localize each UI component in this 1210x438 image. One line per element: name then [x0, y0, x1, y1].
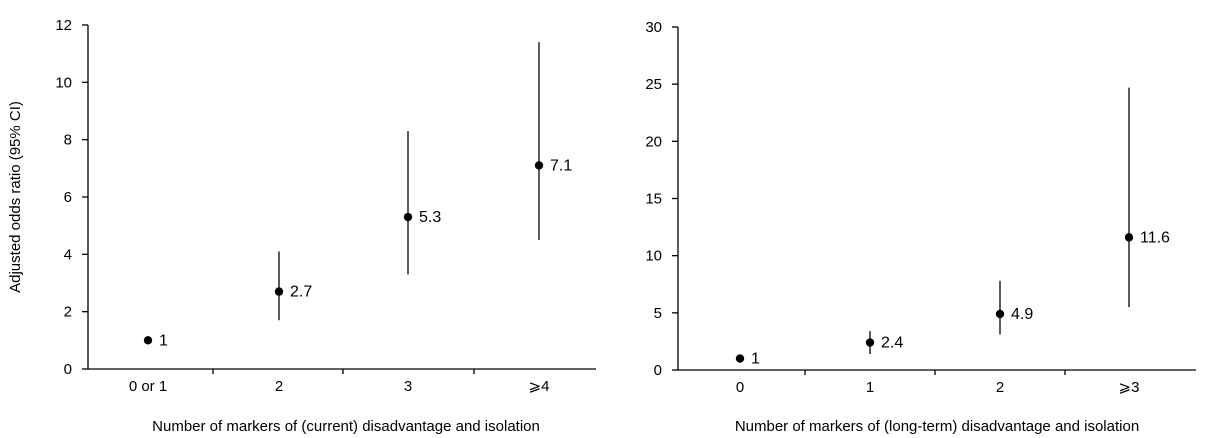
data-point [534, 161, 544, 170]
x-tick-label: 0 [736, 379, 744, 396]
data-point [143, 336, 153, 345]
x-tick-label: 2 [996, 379, 1004, 396]
x-tick-label: 0 or 1 [129, 378, 167, 395]
y-tick-label: 10 [645, 248, 662, 265]
x-tick-label: 3 [404, 378, 412, 395]
y-tick-label: 4 [64, 246, 72, 263]
data-label: 2.7 [290, 284, 312, 301]
data-label: 1 [159, 332, 168, 349]
left-chart: 0 2 4 6 8 10 12 0 or 1 2 3 ⩾4 1 2.7 5.3 7.1 Number of m… [7, 17, 596, 435]
x-tick-label: ⩾4 [529, 378, 550, 395]
data-point [274, 287, 284, 296]
data-label: 7.1 [550, 157, 572, 174]
data-point [995, 309, 1005, 319]
x-tick-label: ⩾3 [1119, 379, 1140, 396]
y-tick-label: 30 [645, 19, 662, 36]
y-tick-label: 10 [55, 74, 72, 91]
data-label: 4.9 [1011, 306, 1033, 323]
y-axis-title: Adjusted odds ratio (95% CI) [7, 101, 24, 293]
data-point [1124, 233, 1134, 242]
y-tick-label: 8 [64, 132, 72, 149]
data-label: 5.3 [419, 209, 441, 226]
y-tick-label: 15 [645, 191, 662, 208]
y-tick-label: 5 [654, 305, 662, 322]
x-tick-label: 2 [275, 378, 283, 395]
data-point [735, 354, 745, 363]
x-axis-title: Number of markers of (current) disadvant… [152, 418, 540, 435]
data-point [403, 212, 413, 222]
data-label: 1 [751, 351, 760, 368]
y-tick-label: 20 [645, 133, 662, 150]
y-tick-label: 0 [64, 361, 72, 378]
data-label: 11.6 [1140, 229, 1170, 246]
x-axis-title: Number of markers of (long-term) disadva… [735, 418, 1139, 435]
y-tick-label: 2 [64, 304, 72, 321]
y-tick-label: 6 [64, 189, 72, 206]
y-tick-label: 25 [645, 76, 662, 93]
data-label: 2.4 [881, 335, 903, 352]
y-tick-label: 0 [654, 362, 662, 379]
y-tick-label: 12 [55, 17, 72, 34]
x-tick-label: 1 [866, 379, 874, 396]
data-point [865, 338, 875, 347]
